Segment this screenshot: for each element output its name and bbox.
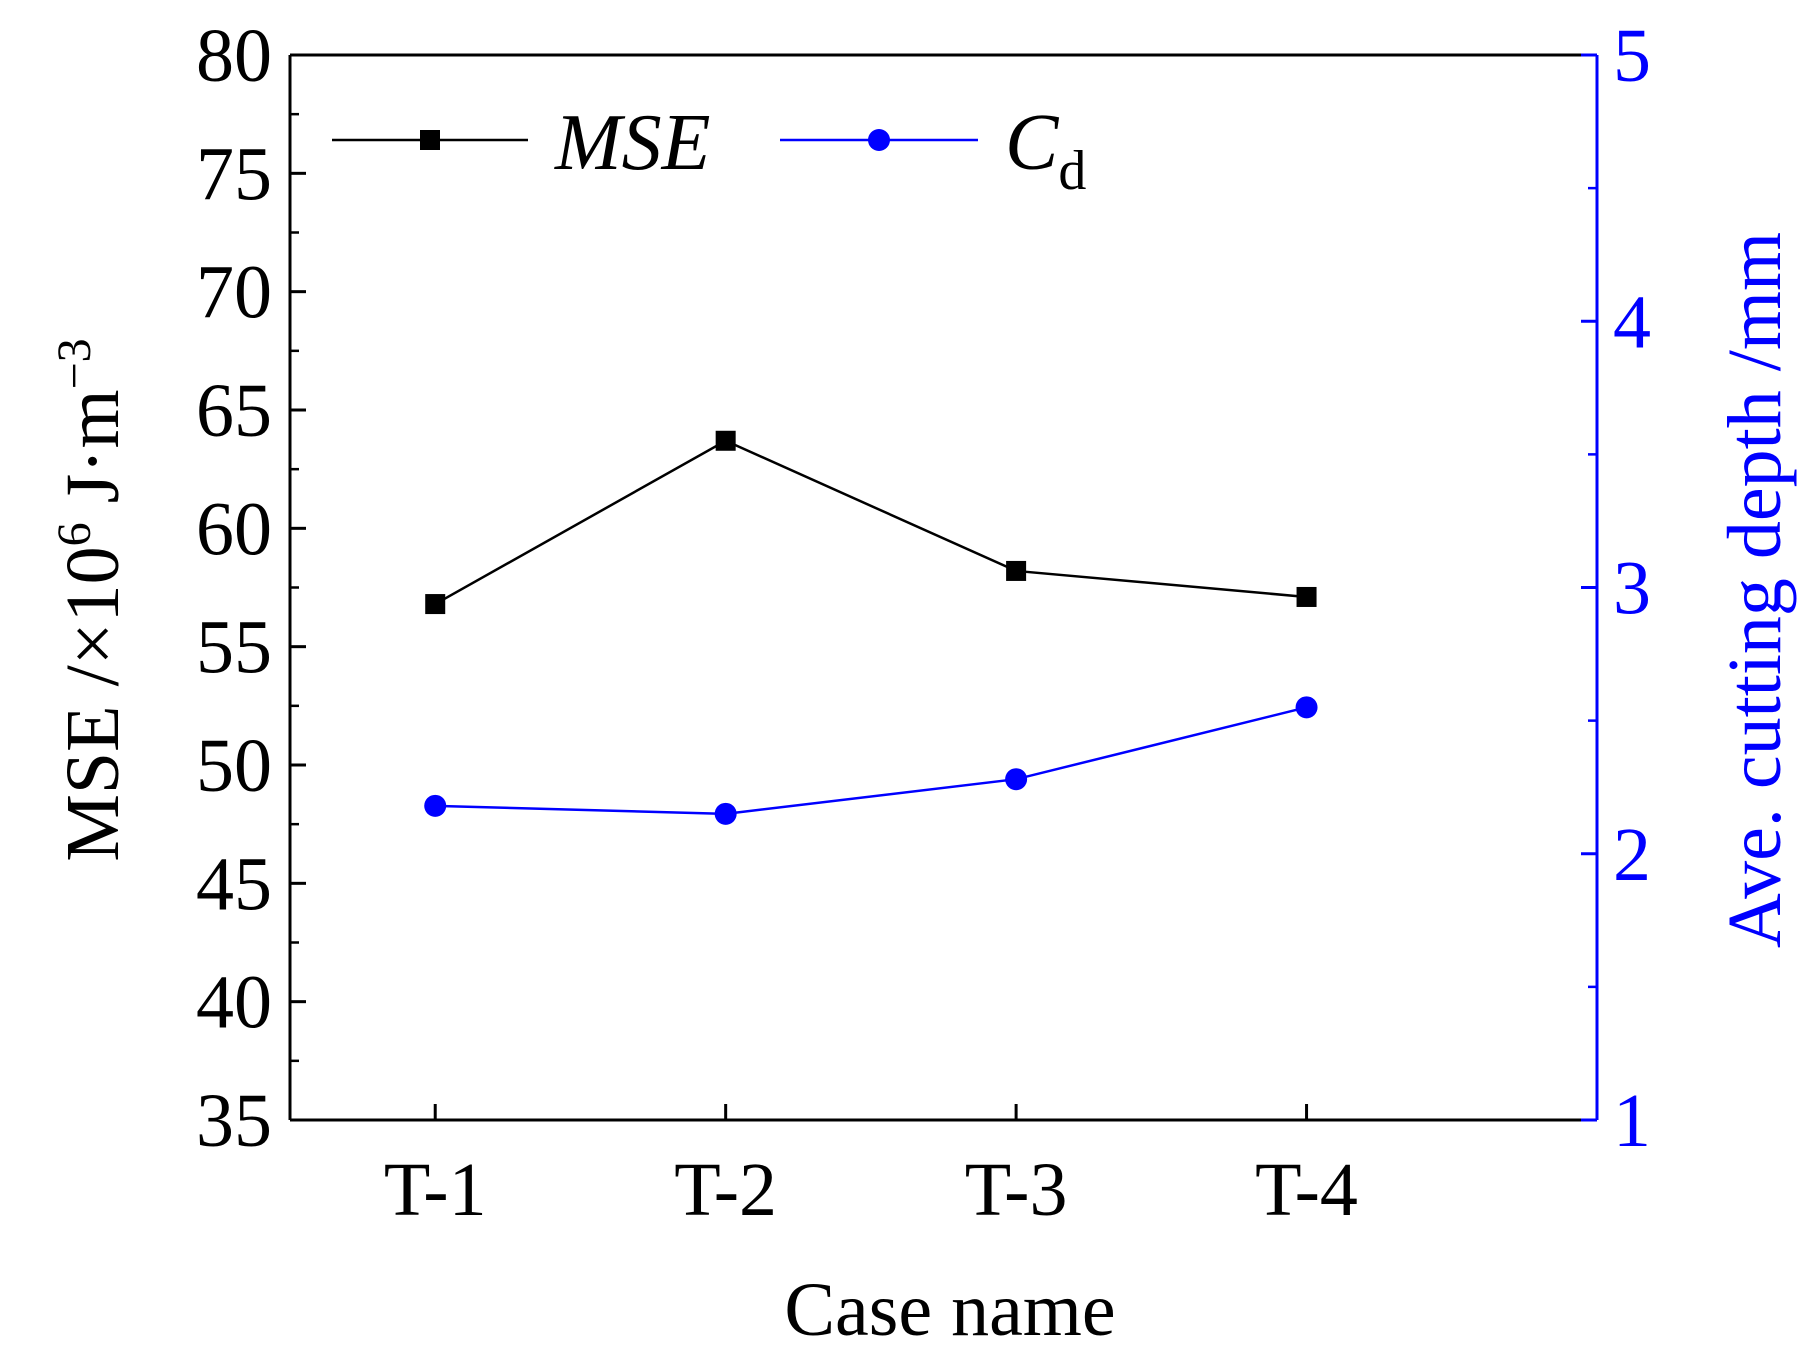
legend-label-main: C: [1005, 99, 1060, 187]
x-tick-label: T-4: [1255, 1148, 1358, 1232]
x-tick-label: T-1: [384, 1148, 487, 1232]
y-title-unit: J·m: [51, 389, 135, 522]
x-tick-label: T-2: [674, 1148, 777, 1232]
right-y-axis: 1 2 3 4 5: [1581, 14, 1651, 1163]
y-title-exponent: 6: [48, 522, 101, 546]
right-y-axis-title: Ave. cutting depth /mm: [1713, 232, 1797, 948]
right-tick-label: 4: [1613, 280, 1651, 364]
cd-series-line: [435, 706, 1307, 816]
series-layer: [424, 430, 1318, 825]
mse-data-point: [1006, 560, 1027, 581]
x-tick-label: T-3: [965, 1148, 1068, 1232]
y-title-unit-exponent: −3: [48, 338, 101, 389]
left-y-axis-title: MSE /×106 J·m−3: [48, 338, 135, 861]
legend-label-main: MSE: [554, 99, 711, 187]
x-axis-title: Case name: [784, 1268, 1115, 1352]
legend-label-cd: Cd: [1005, 99, 1086, 202]
legend-label-mse: MSE: [554, 99, 711, 187]
cd-data-point: [424, 794, 447, 817]
mse-data-point: [425, 594, 446, 615]
left-tick-label: 40: [196, 961, 272, 1045]
left-tick-label: 60: [196, 487, 272, 571]
x-axis: T-1 T-2 T-3 T-4: [384, 1104, 1358, 1232]
cd-data-point: [714, 802, 737, 825]
y-title-main: MSE /×10: [51, 546, 135, 861]
cd-data-point: [1295, 696, 1318, 719]
left-y-axis: 35 40 45 50 55 60 65 70 75 80: [196, 14, 306, 1163]
left-tick-label: 75: [196, 132, 272, 216]
left-tick-label: 35: [196, 1079, 272, 1163]
left-tick-label: 80: [196, 14, 272, 98]
cd-data-point: [1005, 768, 1028, 791]
mse-series-line: [434, 439, 1307, 606]
right-tick-label: 5: [1613, 14, 1651, 98]
legend: MSE Cd: [332, 99, 1086, 202]
right-tick-label: 3: [1613, 547, 1651, 631]
left-tick-label: 45: [196, 842, 272, 926]
right-tick-label: 1: [1613, 1079, 1651, 1163]
plot-frame: [288, 53, 1599, 1122]
left-tick-label: 70: [196, 251, 272, 335]
legend-marker-cd: [868, 129, 890, 151]
left-tick-label: 65: [196, 369, 272, 453]
left-tick-label: 55: [196, 606, 272, 690]
mse-data-point: [1296, 586, 1317, 607]
right-tick-label: 2: [1613, 813, 1651, 897]
legend-marker-mse: [420, 130, 440, 150]
legend-label-subscript: d: [1058, 140, 1086, 202]
left-tick-label: 50: [196, 724, 272, 808]
mse-data-point: [715, 430, 736, 451]
